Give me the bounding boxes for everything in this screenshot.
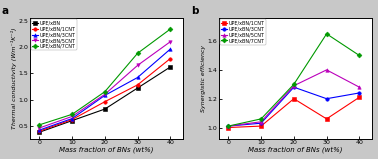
UPE/xBN/7CNT: [259, 118, 263, 120]
UPE/xBN/7CNT: [102, 91, 107, 93]
UPE/xBN/5CNT: [102, 93, 107, 95]
UPE/xBN/1CNT: [37, 130, 42, 132]
UPE/xBN/3CNT: [259, 122, 263, 124]
UPE/xBN/5CNT: [226, 125, 231, 127]
UPE/xBN/3CNT: [168, 48, 173, 50]
UPE/xBN: [135, 87, 140, 89]
UPE/xBN/1CNT: [135, 84, 140, 86]
UPE/xBN/5CNT: [37, 127, 42, 129]
X-axis label: Mass fraction of BNs (wt%): Mass fraction of BNs (wt%): [248, 147, 343, 153]
UPE/xBN: [37, 131, 42, 133]
Line: UPE/xBN/1CNT: UPE/xBN/1CNT: [38, 57, 172, 133]
X-axis label: Mass fraction of BNs (wt%): Mass fraction of BNs (wt%): [59, 147, 154, 153]
UPE/xBN/1CNT: [168, 58, 173, 59]
UPE/xBN/7CNT: [168, 28, 173, 30]
UPE/xBN/3CNT: [37, 129, 42, 131]
UPE/xBN/1CNT: [357, 96, 362, 98]
UPE/xBN/7CNT: [357, 55, 362, 56]
UPE/xBN/3CNT: [357, 92, 362, 94]
UPE/xBN/1CNT: [102, 101, 107, 103]
UPE/xBN: [70, 120, 74, 122]
UPE/xBN/5CNT: [168, 41, 173, 43]
UPE/xBN/1CNT: [226, 127, 231, 128]
UPE/xBN/5CNT: [291, 85, 296, 87]
Line: UPE/xBN/7CNT: UPE/xBN/7CNT: [227, 32, 361, 128]
UPE/xBN/1CNT: [70, 119, 74, 121]
Text: a: a: [2, 6, 9, 16]
UPE/xBN/7CNT: [324, 33, 329, 35]
UPE/xBN/1CNT: [324, 118, 329, 120]
UPE/xBN/5CNT: [324, 69, 329, 71]
Line: UPE/xBN/3CNT: UPE/xBN/3CNT: [38, 47, 172, 132]
UPE/xBN/7CNT: [70, 113, 74, 115]
UPE/xBN/7CNT: [37, 124, 42, 126]
UPE/xBN/7CNT: [226, 125, 231, 127]
Text: b: b: [191, 6, 198, 16]
UPE/xBN: [168, 66, 173, 68]
UPE/xBN/3CNT: [135, 76, 140, 78]
Y-axis label: Thermal conductivity (Wm⁻¹K⁻¹): Thermal conductivity (Wm⁻¹K⁻¹): [11, 28, 17, 129]
UPE/xBN/3CNT: [70, 118, 74, 119]
UPE/xBN/1CNT: [291, 98, 296, 100]
UPE/xBN/1CNT: [259, 125, 263, 127]
Line: UPE/xBN: UPE/xBN: [38, 65, 172, 134]
Line: UPE/xBN/1CNT: UPE/xBN/1CNT: [227, 96, 361, 129]
Line: UPE/xBN/3CNT: UPE/xBN/3CNT: [227, 85, 361, 128]
UPE/xBN/3CNT: [102, 94, 107, 96]
Line: UPE/xBN/5CNT: UPE/xBN/5CNT: [227, 68, 361, 128]
Legend: UPE/xBN, UPE/xBN/1CNT, UPE/xBN/3CNT, UPE/xBN/5CNT, UPE/xBN/7CNT: UPE/xBN, UPE/xBN/1CNT, UPE/xBN/3CNT, UPE…: [31, 19, 77, 50]
UPE/xBN/3CNT: [291, 86, 296, 88]
UPE/xBN/5CNT: [259, 121, 263, 123]
UPE/xBN/3CNT: [226, 125, 231, 127]
UPE/xBN/5CNT: [357, 86, 362, 88]
UPE/xBN/3CNT: [324, 98, 329, 100]
Legend: UPE/xBN/1CNT, UPE/xBN/3CNT, UPE/xBN/5CNT, UPE/xBN/7CNT: UPE/xBN/1CNT, UPE/xBN/3CNT, UPE/xBN/5CNT…: [220, 19, 266, 45]
UPE/xBN/7CNT: [291, 83, 296, 85]
UPE/xBN/7CNT: [135, 52, 140, 54]
UPE/xBN: [102, 108, 107, 110]
UPE/xBN/5CNT: [135, 64, 140, 66]
Line: UPE/xBN/7CNT: UPE/xBN/7CNT: [38, 27, 172, 127]
UPE/xBN/5CNT: [70, 115, 74, 117]
Y-axis label: Synergistic efficiency: Synergistic efficiency: [201, 45, 206, 112]
Line: UPE/xBN/5CNT: UPE/xBN/5CNT: [38, 40, 172, 130]
